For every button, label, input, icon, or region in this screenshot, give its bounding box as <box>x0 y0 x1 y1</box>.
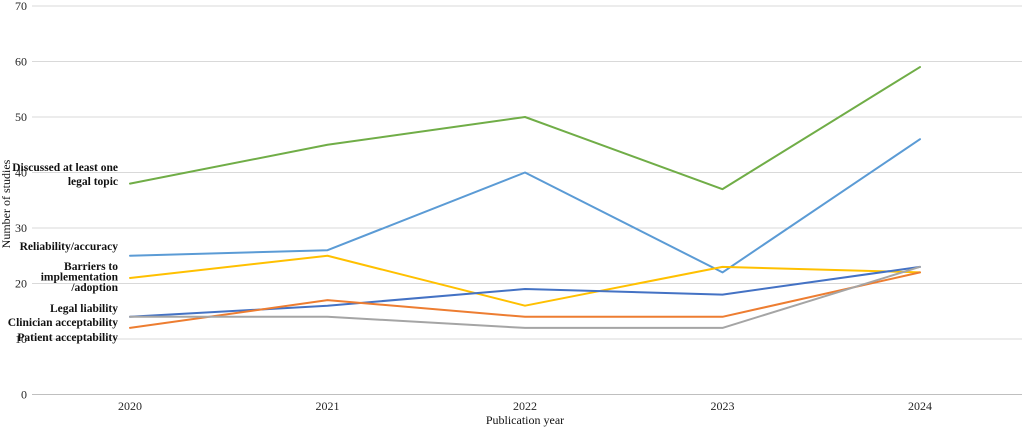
y-tick-label: 20 <box>15 277 27 291</box>
series-label-discussed-legal-topic: Discussed at least one <box>12 162 118 174</box>
x-tick-label: 2023 <box>711 399 735 413</box>
y-axis-title: Number of studies <box>0 159 13 248</box>
y-tick-label: 70 <box>15 0 27 13</box>
series-label-patient-acceptability: Patient acceptability <box>17 332 118 344</box>
y-tick-label: 50 <box>15 110 27 124</box>
series-label-discussed-legal-topic: legal topic <box>68 176 118 188</box>
y-tick-label: 60 <box>15 55 27 69</box>
x-tick-label: 2021 <box>316 399 340 413</box>
series-line-discussed-legal-topic <box>129 66 921 191</box>
y-tick-label: 0 <box>21 388 27 402</box>
series-label-clinician-acceptability: Clinician acceptability <box>8 317 118 329</box>
x-tick-label: 2024 <box>908 399 932 413</box>
series-line-reliability-accuracy <box>129 138 921 274</box>
y-tick-label: 10 <box>15 332 27 346</box>
series-label-barriers-implementation: /adoption <box>70 282 118 294</box>
series-line-clinician-acceptability <box>129 271 921 329</box>
y-tick-label: 30 <box>15 221 27 235</box>
series-line-barriers-implementation <box>129 254 921 307</box>
series-label-reliability-accuracy: Reliability/accuracy <box>20 241 119 253</box>
series-line-legal-liability <box>129 265 921 318</box>
x-axis-title: Publication year <box>486 413 564 427</box>
series-label-legal-liability: Legal liability <box>50 303 118 315</box>
y-tick-label: 40 <box>15 166 27 180</box>
x-tick-label: 2022 <box>513 399 537 413</box>
series-line-patient-acceptability <box>129 265 921 329</box>
series-label-barriers-implementation: implementation <box>41 272 119 284</box>
series-label-barriers-implementation: Barriers to <box>64 261 118 273</box>
x-tick-label: 2020 <box>118 399 142 413</box>
